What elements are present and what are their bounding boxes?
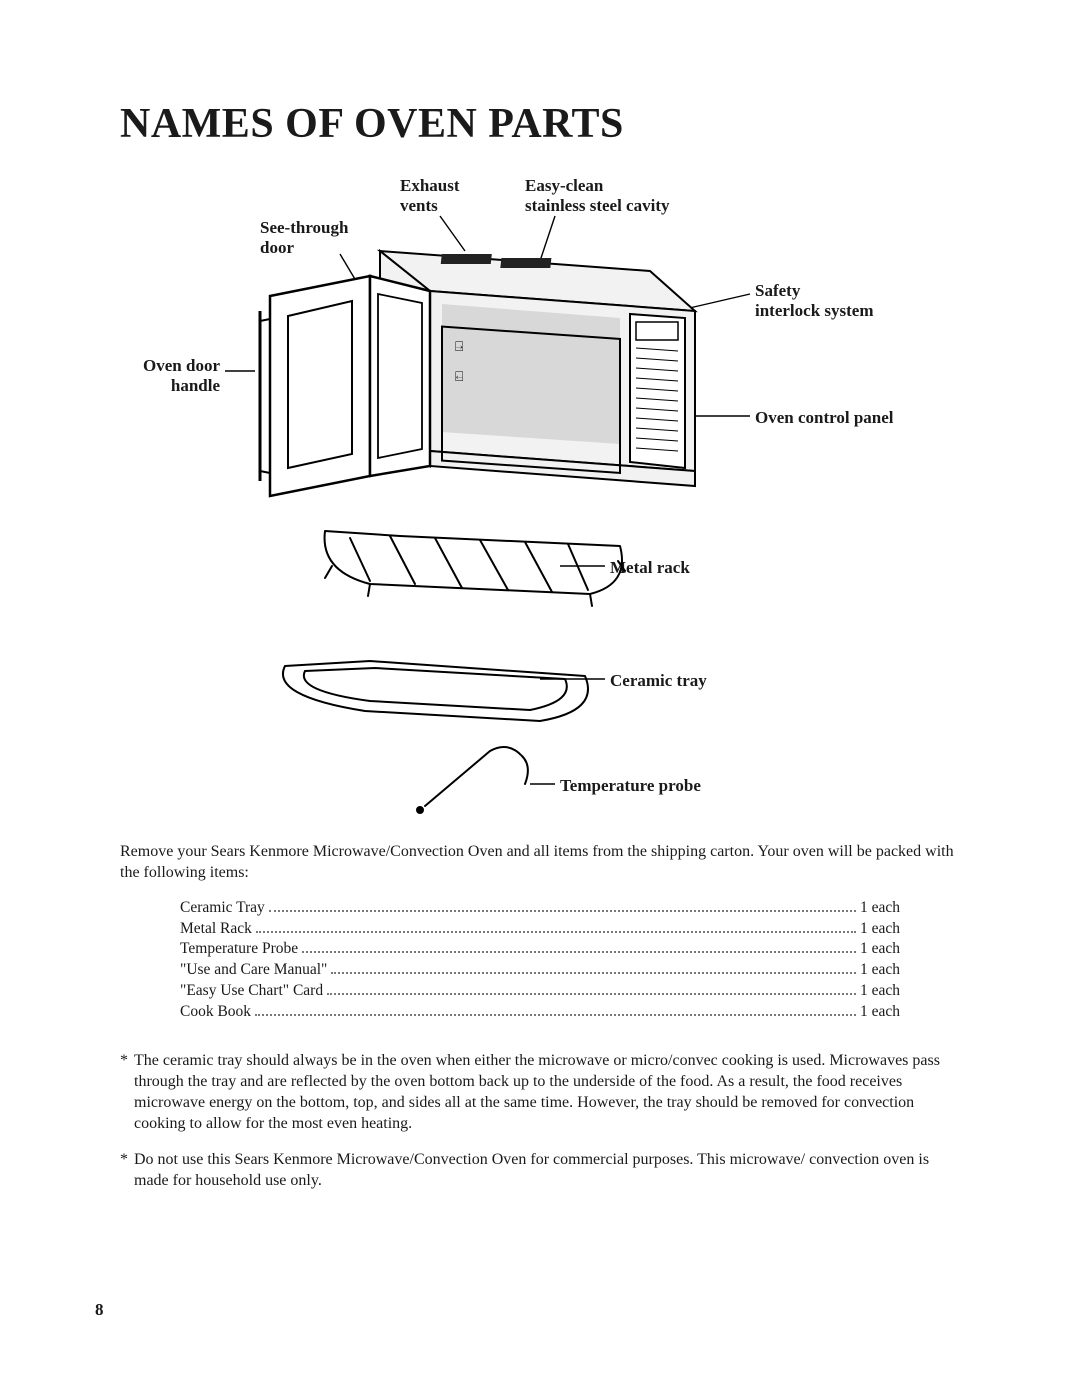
packing-item: Metal Rack (180, 919, 252, 940)
packing-item: Cook Book (180, 1002, 251, 1023)
page-title: NAMES OF OVEN PARTS (120, 100, 960, 148)
footnote-text: Do not use this Sears Kenmore Microwave/… (134, 1150, 960, 1192)
packing-row: Cook Book 1 each (180, 1002, 900, 1023)
packing-qty: 1 each (860, 960, 900, 981)
leader-dots (256, 921, 856, 932)
footnote: *Do not use this Sears Kenmore Microwave… (120, 1150, 960, 1192)
packing-row: Temperature Probe 1 each (180, 939, 900, 960)
page-number: 8 (95, 1300, 104, 1320)
footnote-text: The ceramic tray should always be in the… (134, 1051, 960, 1134)
packing-list: Ceramic Tray1 eachMetal Rack1 eachTemper… (180, 898, 900, 1024)
packing-qty: 1 each (860, 919, 900, 940)
packing-qty: 1 each (860, 898, 900, 919)
svg-text:⍈: ⍈ (455, 340, 463, 355)
leader-dots (331, 963, 856, 974)
oven-parts-diagram: Exhaust vents Easy-clean stainless steel… (120, 176, 960, 816)
packing-item: Ceramic Tray (180, 898, 265, 919)
packing-qty: 1 each (860, 1002, 900, 1023)
packing-qty: 1 each (860, 939, 900, 960)
packing-row: Metal Rack 1 each (180, 919, 900, 940)
packing-item: Temperature Probe (180, 939, 298, 960)
footnote: *The ceramic tray should always be in th… (120, 1051, 960, 1134)
asterisk-icon: * (120, 1051, 134, 1134)
leader-dots (269, 900, 856, 911)
packing-qty: 1 each (860, 981, 900, 1002)
leader-dots (255, 1005, 856, 1016)
packing-item: "Easy Use Chart" Card (180, 981, 323, 1002)
leader-dots (302, 942, 856, 953)
asterisk-icon: * (120, 1150, 134, 1192)
packing-row: "Use and Care Manual" 1 each (180, 960, 900, 981)
packing-item: "Use and Care Manual" (180, 960, 327, 981)
svg-text:⍇: ⍇ (455, 370, 463, 385)
packing-row: Ceramic Tray 1 each (180, 898, 900, 919)
packing-row: "Easy Use Chart" Card 1 each (180, 981, 900, 1002)
leader-dots (327, 984, 856, 995)
footnotes: *The ceramic tray should always be in th… (120, 1051, 960, 1192)
intro-paragraph: Remove your Sears Kenmore Microwave/Conv… (120, 842, 960, 884)
